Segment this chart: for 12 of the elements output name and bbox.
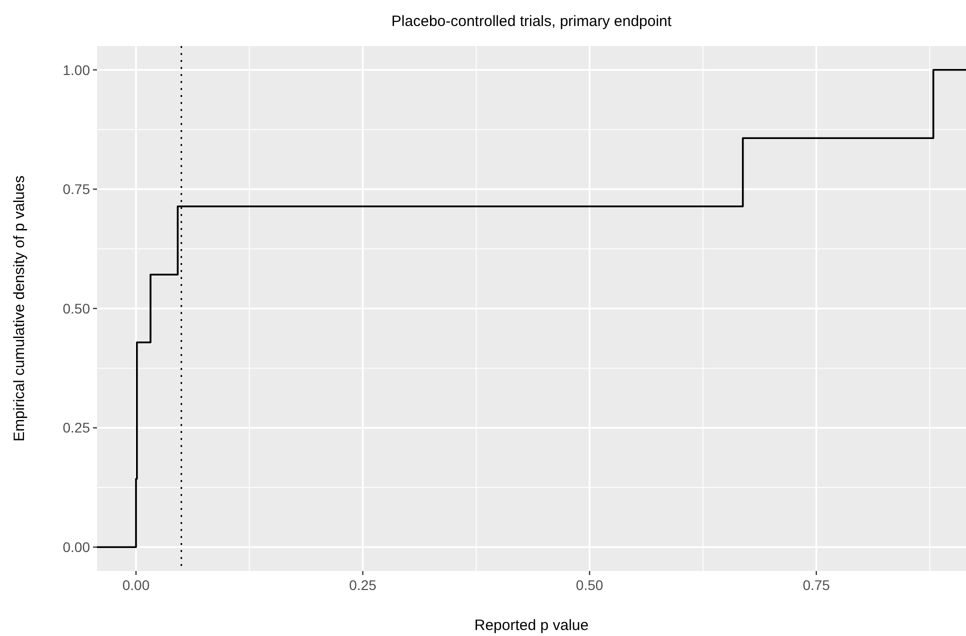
x-tick-label: 0.00 [122,577,150,593]
x-axis-title: Reported p value [474,617,589,634]
y-tick-label: 0.50 [62,300,90,316]
y-tick-label: 0.25 [62,420,90,436]
y-tick-label: 0.75 [62,181,90,198]
chart-title: Placebo-controlled trials, primary endpoint [391,13,672,30]
y-tick-label: 1.00 [62,62,90,78]
x-tick-label: 0.75 [802,577,830,593]
y-axis-title: Empirical cumulative density of p values [11,176,28,442]
x-tick-label: 0.25 [349,577,377,593]
y-tick-label: 0.00 [62,539,90,556]
x-tick-label: 0.50 [576,577,604,593]
